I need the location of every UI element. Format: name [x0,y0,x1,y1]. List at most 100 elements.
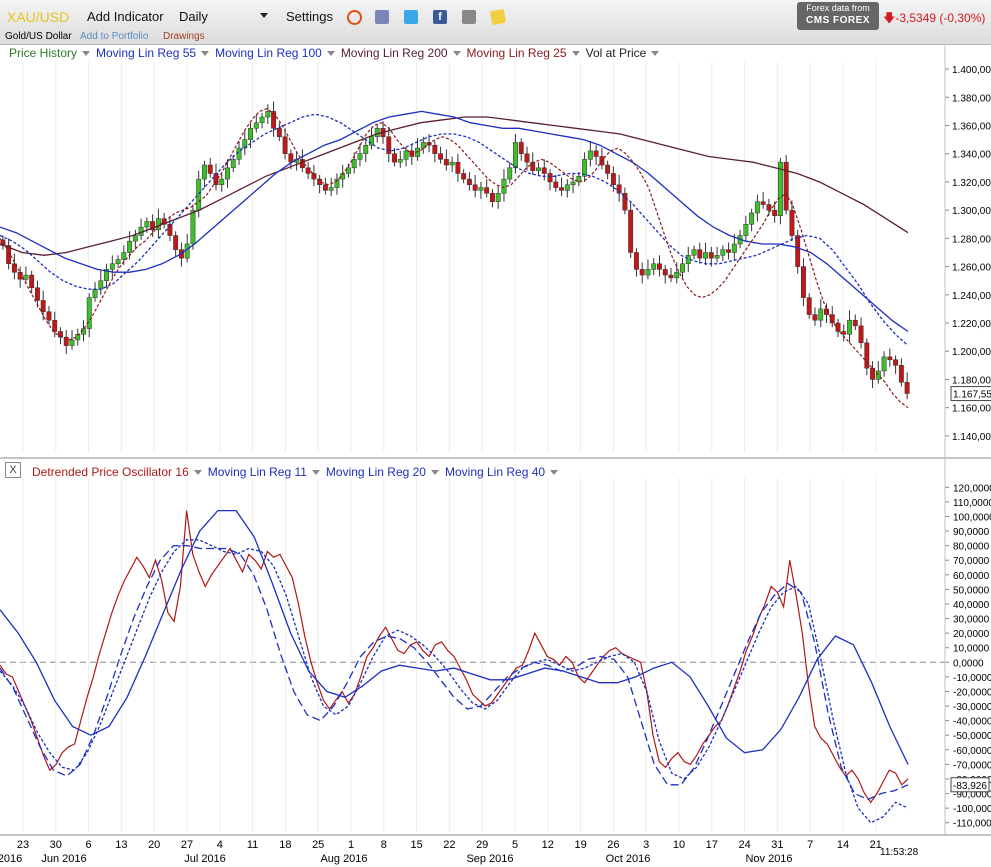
x-day-label: 3 [643,839,649,851]
candle-body [167,224,173,236]
candle-body [720,249,726,256]
candle-body [518,142,524,154]
osc-y-tick-label: 60,0000 [953,571,990,582]
candle-body [397,159,403,163]
price-legend-item[interactable]: Moving Lin Reg 100 [215,46,335,60]
lin-reg-55-line [0,113,909,347]
candle-body [766,204,772,211]
candle-body [40,300,46,312]
axes: 23 30 6 13 20 27 4 11 18 25 1 8 15 22 29 5 12 19 26 3 10 17 24… [0,44,991,865]
candle-body [173,235,179,250]
interval-select[interactable]: Daily [179,9,208,24]
settings-button[interactable]: Settings [286,9,333,24]
price-y-tick-label: 1.320,000 [952,178,991,189]
chevron-down-icon[interactable] [550,470,559,476]
chevron-down-icon[interactable] [311,470,320,476]
osc-y-tick-label: -100,0000 [953,804,991,815]
osc-y-tick-label: -20,0000 [953,687,991,698]
candle-body [121,252,127,260]
oscillator-legend-item[interactable]: Moving Lin Reg 40 [445,465,559,479]
alarm-clock-icon[interactable] [347,10,362,25]
osc-y-tick-label: -110,0000 [953,819,991,830]
osc-y-tick-label: -60,0000 [953,746,991,757]
candle-body [570,181,576,185]
x-day-label: 24 [738,839,750,851]
candle-body [225,167,230,180]
candle-body [52,319,58,332]
chevron-down-icon[interactable] [326,51,335,57]
candle-body [806,297,812,315]
x-month-label: Jun 2016 [41,853,86,865]
x-month-label: Nov 2016 [745,853,792,865]
candle-body [115,259,121,265]
chevron-down-icon[interactable] [201,51,210,57]
osc-y-tick-label: 50,0000 [953,585,990,596]
candle-body [893,359,899,366]
x-day-label: 25 [312,839,324,851]
lin-reg-25-line [0,107,909,409]
x-day-label: 31 [771,839,783,851]
candle-body [559,187,565,191]
chevron-down-icon[interactable] [82,51,91,57]
price-legend-item[interactable]: Moving Lin Reg 25 [467,46,580,60]
candle-body [887,356,893,360]
candle-body [645,269,651,276]
drawings-link[interactable]: Drawings [163,31,205,42]
candle-body [207,164,213,174]
forex-badge[interactable]: Forex data from CMS FOREX [797,2,879,30]
candle-body [610,173,616,185]
price-y-tick-label: 1.360,000 [952,121,991,132]
candle-body [17,271,23,280]
price-legend-label: Price History [9,46,78,60]
candle-body [789,209,795,236]
camera-icon[interactable] [462,10,476,24]
osc-y-tick-label: 10,0000 [953,644,990,655]
candle-body [69,339,75,346]
candle-body [777,161,783,217]
oscillator-legend-item[interactable]: Moving Lin Reg 11 [208,465,320,479]
osc-y-tick-label: -10,0000 [953,673,991,684]
chevron-down-icon[interactable] [430,470,439,476]
x-day-label: 14 [837,839,849,851]
chevron-down-icon[interactable] [452,51,461,57]
candle-body [322,184,328,191]
facebook-icon[interactable]: f [433,10,447,24]
x-day-label: 29 [476,839,488,851]
add-indicator-button[interactable]: Add Indicator [87,9,164,24]
forex-line2: CMS FOREX [806,15,870,26]
price-legend-item[interactable]: Price History [9,46,91,60]
symbol-label[interactable]: XAU/USD [7,9,70,25]
candle-body [835,322,841,332]
candle-body [783,161,789,211]
chevron-down-icon[interactable] [193,470,202,476]
osc-y-tick-label: 110,0000 [953,498,991,509]
x-month-label: Jul 2016 [184,853,226,865]
candle-body [357,153,363,160]
candle-body [852,319,858,327]
candle-body [184,243,190,259]
candle-body [6,245,12,265]
candle-body [265,111,271,118]
price-legend-item[interactable]: Moving Lin Reg 55 [96,46,210,60]
oscillator-legend-item[interactable]: Moving Lin Reg 20 [326,465,439,479]
price-legend-item[interactable]: Moving Lin Reg 200 [341,46,461,60]
candle-body [363,144,369,154]
price-legend-item[interactable]: Vol at Price [586,46,660,60]
chevron-down-icon[interactable] [260,13,268,18]
lin-reg-200-line [0,116,909,256]
chevron-down-icon[interactable] [571,51,580,57]
twitter-icon[interactable] [404,10,418,24]
close-pane-button[interactable]: X [5,462,21,478]
add-to-portfolio-link[interactable]: Add to Portfolio [80,31,149,42]
candle-body [824,308,829,315]
forex-line1: Forex data from [806,3,870,13]
candle-body [288,153,294,163]
oscillator-legend-item[interactable]: Detrended Price Oscillator 16 [32,465,202,479]
price-legend-label: Vol at Price [585,46,647,60]
chevron-down-icon[interactable] [651,51,660,57]
notebook-icon[interactable] [375,10,389,24]
candle-body [328,187,334,191]
candle-body [63,336,69,346]
osc-y-tick-label: 120,0000 [953,483,991,494]
